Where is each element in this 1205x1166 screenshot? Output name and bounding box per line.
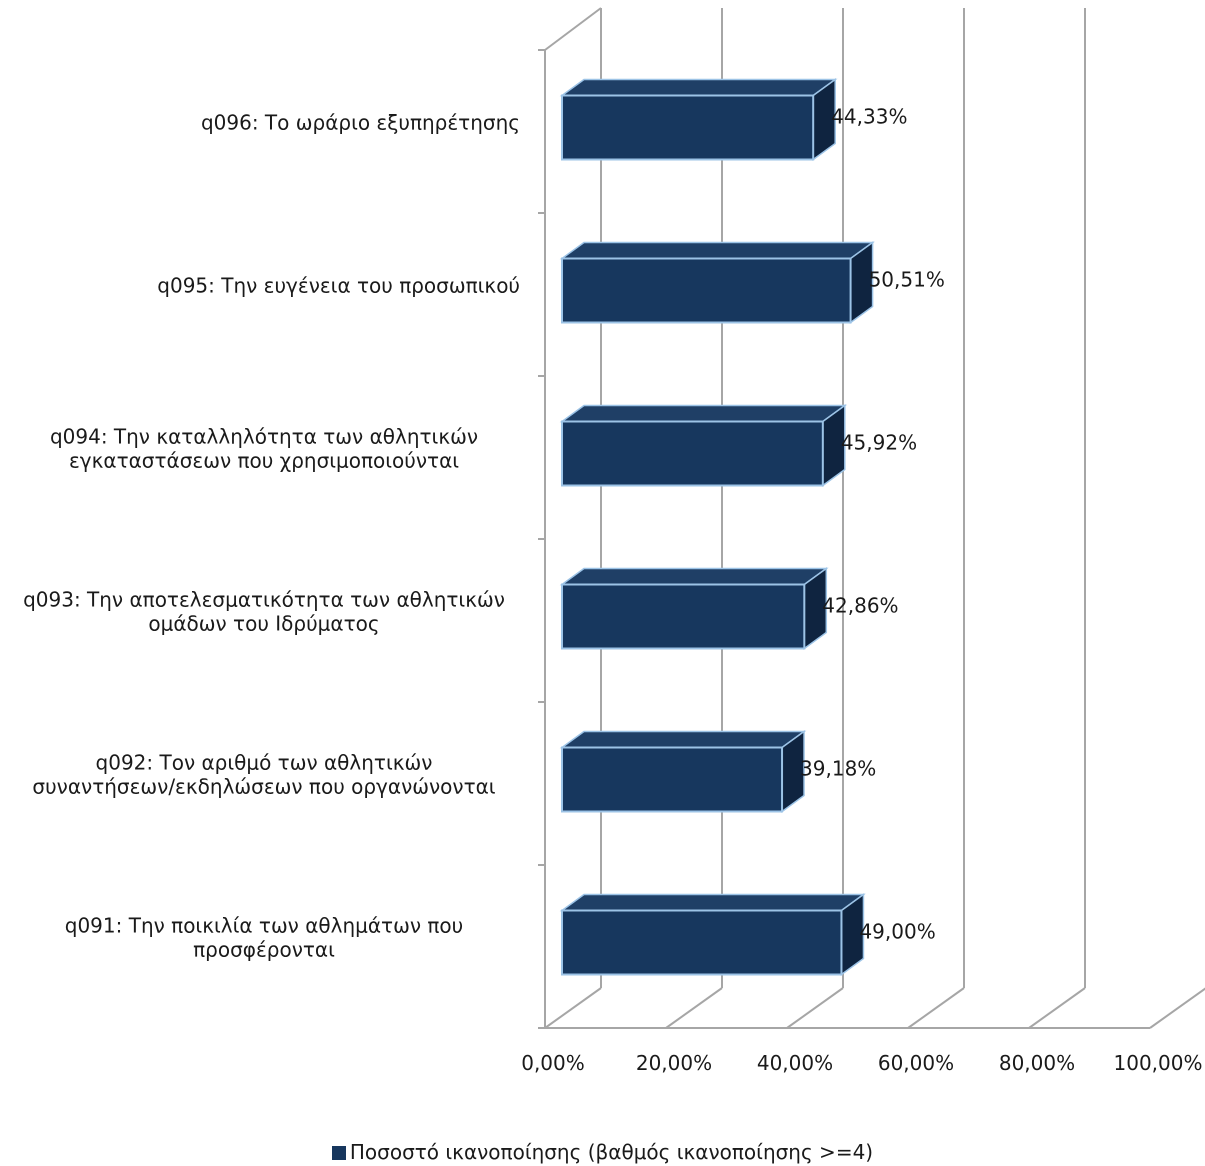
floor-gridline bbox=[907, 987, 965, 1029]
floor-gridline bbox=[1149, 987, 1205, 1029]
bar-top-face bbox=[559, 241, 875, 260]
category-label: q093: Την αποτελεσματικότητα των αθλητικ… bbox=[23, 588, 505, 612]
floor-gridline bbox=[786, 987, 844, 1029]
category-label: συναντήσεων/εκδηλώσεων που οργανώνονται bbox=[32, 775, 495, 799]
category-label: προσφέρονται bbox=[193, 938, 335, 962]
category-label: q094: Την καταλληλότητα των αθλητικών bbox=[50, 425, 478, 449]
category-label: εγκαταστάσεων που χρησιμοποιούνται bbox=[69, 449, 459, 473]
x-tick-label: 60,00% bbox=[878, 1051, 954, 1075]
bar-top-face bbox=[559, 567, 829, 586]
bar bbox=[561, 583, 806, 650]
legend-swatch bbox=[331, 1146, 346, 1160]
legend: Ποσοστό ικανοποίησης (βαθμός ικανοποίηση… bbox=[0, 1140, 1205, 1164]
category-label: q095: Την ευγένεια του προσωπικού bbox=[157, 274, 520, 298]
bar-top-face bbox=[559, 404, 848, 423]
data-label: 49,00% bbox=[859, 920, 935, 944]
bar-top-face bbox=[559, 78, 838, 97]
bar bbox=[561, 420, 824, 487]
floor-gridline bbox=[665, 987, 723, 1029]
category-label: q096: Το ωράριο εξυπηρέτησης bbox=[201, 111, 520, 135]
floor-gridline bbox=[1028, 987, 1086, 1029]
data-label: 42,86% bbox=[822, 594, 898, 618]
legend-label: Ποσοστό ικανοποίησης (βαθμός ικανοποίηση… bbox=[349, 1140, 874, 1164]
category-label: q091: Την ποικιλία των αθλημάτων που bbox=[65, 914, 463, 938]
bar-top-face bbox=[559, 730, 807, 749]
wall-top-edge bbox=[544, 7, 602, 51]
x-tick-label: 40,00% bbox=[757, 1051, 833, 1075]
x-tick-label: 100,00% bbox=[1114, 1051, 1203, 1075]
bar bbox=[561, 257, 852, 324]
data-label: 50,51% bbox=[869, 268, 945, 292]
data-label: 39,18% bbox=[800, 757, 876, 781]
bar-top-face bbox=[559, 893, 866, 912]
floor-gridline bbox=[544, 987, 602, 1029]
bar bbox=[561, 746, 784, 813]
x-tick-label: 80,00% bbox=[999, 1051, 1075, 1075]
data-label: 45,92% bbox=[841, 431, 917, 455]
bar bbox=[561, 909, 843, 976]
x-tick-label: 20,00% bbox=[636, 1051, 712, 1075]
data-label: 44,33% bbox=[831, 105, 907, 129]
x-tick-label: 0,00% bbox=[521, 1051, 585, 1075]
category-label: q092: Τον αριθμό των αθλητικών bbox=[96, 751, 433, 775]
bar bbox=[561, 94, 815, 161]
category-label: ομάδων του Ιδρύματος bbox=[148, 612, 379, 636]
